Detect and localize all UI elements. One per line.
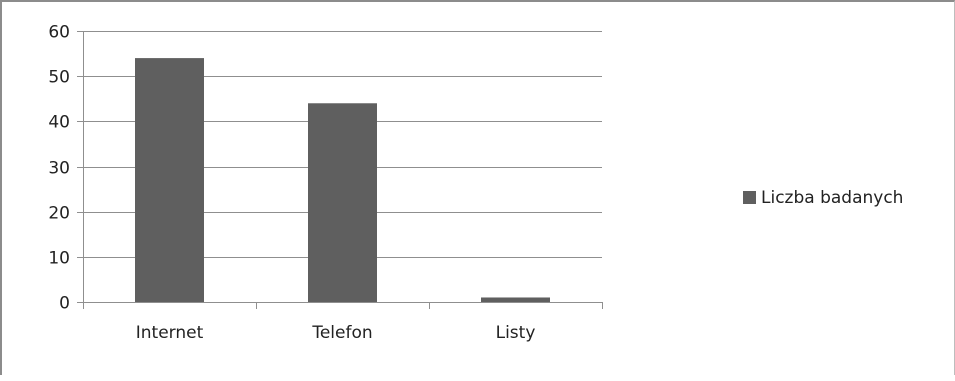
y-tick-label: 0 [59,294,70,314]
x-tick-label: Telefon [311,323,372,343]
bar-listy [481,297,550,302]
legend: Liczba badanych [743,188,903,208]
y-axis-ticks: 0 10 20 30 40 50 60 [48,23,83,314]
y-tick-label: 50 [48,68,70,88]
y-tick-label: 20 [48,204,70,224]
axes [83,31,602,303]
legend-label: Liczba badanych [761,188,903,208]
legend-swatch [743,191,756,204]
y-tick-label: 60 [48,23,70,43]
x-axis-ticks: Internet Telefon Listy [83,302,603,343]
bar-internet [135,58,204,302]
bar-telefon [308,103,377,303]
x-tick-label: Internet [136,323,204,343]
y-tick-label: 10 [48,249,70,269]
y-tick-label: 40 [48,113,70,133]
x-tick-label: Listy [496,323,536,343]
y-tick-label: 30 [48,159,70,179]
bars [135,58,550,303]
